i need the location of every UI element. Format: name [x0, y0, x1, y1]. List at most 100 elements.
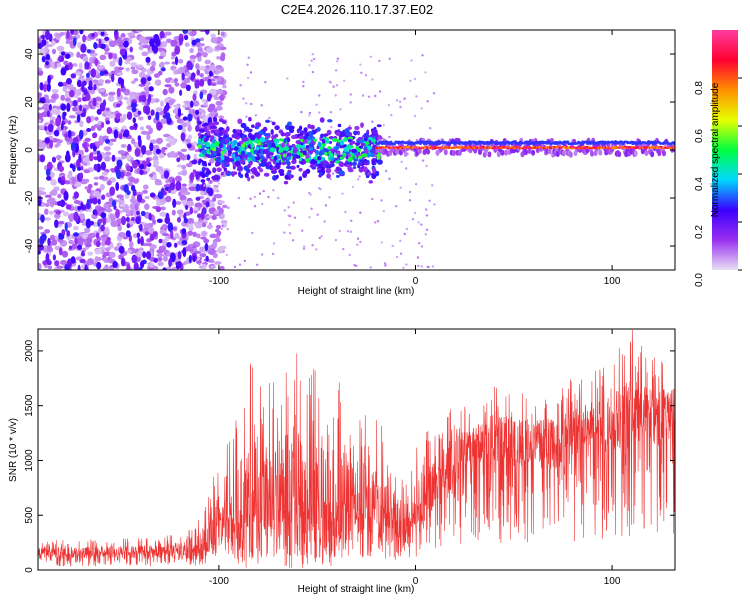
- heatmap-cell: [76, 51, 81, 58]
- heatmap-cell: [77, 205, 82, 211]
- heatmap-cell: [196, 233, 201, 239]
- heatmap-cell: [83, 141, 87, 149]
- heatmap-cell: [510, 142, 514, 145]
- heatmap-cell: [204, 30, 210, 35]
- heatmap-cell: [383, 262, 387, 265]
- heatmap-cell: [323, 220, 326, 223]
- y-tick-label: 2000: [24, 339, 35, 362]
- heatmap-cell: [250, 148, 255, 154]
- heatmap-cell: [100, 31, 105, 36]
- heatmap-cell: [535, 147, 540, 154]
- heatmap-cell: [452, 150, 456, 156]
- heatmap-cell: [181, 169, 188, 176]
- heatmap-cell: [263, 132, 270, 137]
- heatmap-cell: [590, 150, 594, 157]
- heatmap-cell: [194, 202, 203, 209]
- heatmap-cell: [138, 95, 143, 102]
- heatmap-cell: [214, 261, 222, 265]
- heatmap-cell: [232, 128, 237, 134]
- heatmap-cell: [343, 79, 346, 83]
- heatmap-cell: [240, 159, 245, 163]
- heatmap-cell: [98, 88, 106, 93]
- heatmap-cell: [92, 132, 98, 139]
- heatmap-cell: [181, 240, 188, 245]
- heatmap-cell: [329, 111, 333, 114]
- heatmap-cell: [413, 77, 417, 81]
- heatmap-cell: [417, 148, 422, 154]
- heatmap-cell: [225, 253, 229, 257]
- heatmap-cell: [399, 252, 403, 255]
- heatmap-cell: [38, 187, 46, 191]
- heatmap-cell: [321, 138, 326, 144]
- heatmap-cell: [218, 127, 224, 131]
- heatmap-cell: [259, 137, 266, 143]
- heatmap-cell: [206, 130, 211, 136]
- heatmap-cell: [237, 165, 243, 171]
- heatmap-cell: [225, 126, 230, 132]
- heatmap-cell: [158, 238, 163, 244]
- heatmap-cell: [188, 182, 195, 187]
- heatmap-cell: [133, 262, 139, 270]
- heatmap-cell: [205, 142, 211, 148]
- heatmap-cell: [142, 189, 148, 194]
- heatmap-cell: [76, 88, 82, 96]
- heatmap-cell: [298, 167, 303, 172]
- heatmap-cell: [189, 54, 197, 60]
- heatmap-cell: [134, 203, 139, 211]
- heatmap-cell: [80, 112, 86, 118]
- heatmap-cell: [177, 250, 182, 260]
- heatmap-cell: [104, 226, 110, 234]
- heatmap-cell: [94, 256, 99, 263]
- heatmap-cell: [210, 33, 216, 39]
- heatmap-cell: [116, 87, 121, 98]
- heatmap-cell: [149, 65, 156, 72]
- heatmap-cell: [241, 137, 248, 142]
- heatmap-cell: [98, 218, 103, 224]
- heatmap-cell: [235, 155, 241, 162]
- colorbar-tick-label: 0.8: [694, 81, 705, 95]
- heatmap-cell: [105, 107, 110, 112]
- heatmap-cell: [212, 252, 218, 259]
- heatmap-cell: [97, 65, 104, 70]
- heatmap-cell: [295, 143, 302, 149]
- heatmap-cell: [371, 139, 377, 143]
- heatmap-cell: [199, 78, 205, 87]
- heatmap-cell: [73, 211, 79, 222]
- x-tick-label: 100: [604, 276, 621, 287]
- heatmap-cell: [142, 184, 149, 190]
- heatmap-cell: [408, 199, 412, 202]
- heatmap-cell: [187, 124, 192, 132]
- heatmap-cell: [212, 151, 217, 157]
- figure-title: C2E4.2026.110.17.37.E02: [281, 2, 433, 17]
- heatmap-cell: [108, 243, 114, 249]
- heatmap-cell: [139, 126, 145, 131]
- heatmap-cell: [617, 151, 622, 158]
- heatmap-cell: [60, 67, 67, 76]
- heatmap-cell: [148, 173, 154, 177]
- heatmap-cell: [328, 80, 331, 84]
- heatmap-cell: [190, 100, 194, 108]
- heatmap-cell: [135, 251, 144, 258]
- heatmap-cell: [207, 181, 211, 184]
- heatmap-cell: [127, 143, 132, 151]
- heatmap-cell: [203, 238, 210, 244]
- heatmap-cell: [78, 75, 85, 79]
- heatmap-cell: [195, 109, 200, 115]
- heatmap-cell: [113, 129, 119, 139]
- heatmap-cell: [274, 133, 279, 138]
- heatmap-cell: [72, 100, 78, 107]
- heatmap-cell: [269, 147, 276, 153]
- heatmap-cell: [168, 99, 174, 106]
- heatmap-cell: [222, 84, 227, 89]
- heatmap-cell: [232, 171, 238, 176]
- heatmap-cell: [262, 143, 269, 148]
- heatmap-cell: [352, 161, 357, 167]
- heatmap-cell: [78, 129, 84, 140]
- heatmap-cell: [51, 48, 57, 55]
- heatmap-cell: [136, 194, 143, 203]
- heatmap-cell: [285, 158, 290, 165]
- heatmap-cell: [284, 133, 289, 137]
- heatmap-cell: [170, 39, 178, 47]
- heatmap-cell: [384, 169, 388, 173]
- heatmap-cell: [104, 239, 111, 246]
